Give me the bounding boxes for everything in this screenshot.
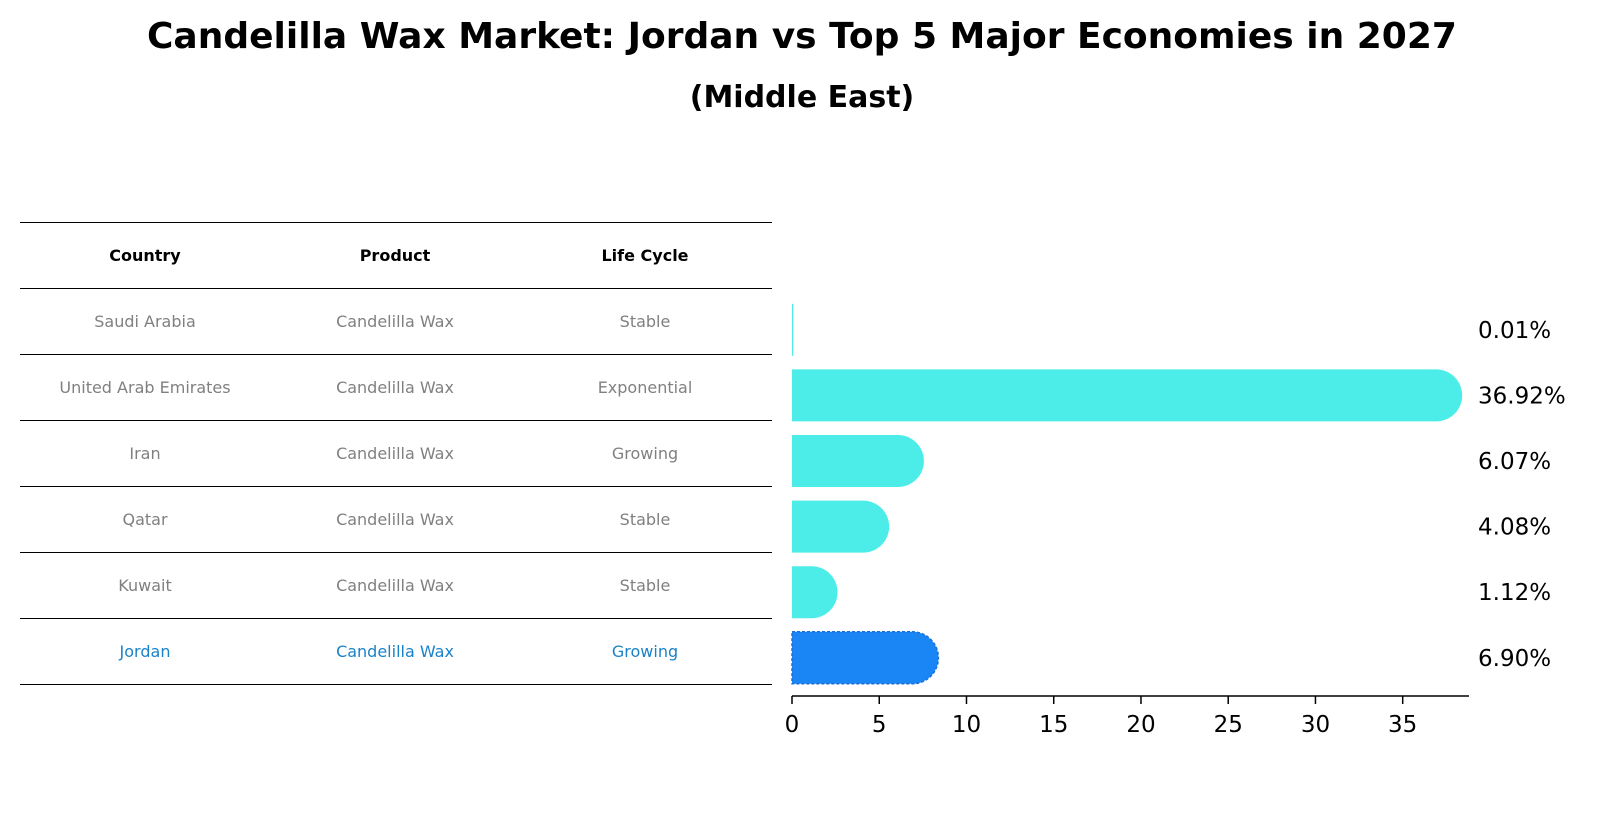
x-tick-label: 35: [1388, 712, 1417, 738]
table-row: United Arab Emirates Candelilla Wax Expo…: [20, 354, 772, 420]
data-label: 1.12%: [1478, 580, 1551, 606]
cell-product: Candelilla Wax: [336, 575, 454, 595]
table-rule: [20, 618, 772, 619]
table-rule: [20, 420, 772, 421]
table-rule: [20, 684, 772, 685]
cell-life-cycle: Exponential: [597, 377, 693, 397]
x-tick-label: 30: [1301, 712, 1330, 738]
table-row: Qatar Candelilla Wax Stable: [20, 486, 772, 552]
chart-subtitle: (Middle East): [689, 80, 915, 115]
x-tick-label: 10: [952, 712, 981, 738]
cell-product: Candelilla Wax: [336, 641, 454, 661]
table-row: Saudi Arabia Candelilla Wax Stable: [20, 288, 772, 354]
cell-country: Jordan: [119, 641, 171, 661]
data-label: 36.92%: [1478, 383, 1566, 409]
table-rule: [20, 288, 772, 289]
cell-life-cycle: Stable: [619, 575, 671, 595]
cell-product: Candelilla Wax: [336, 443, 454, 463]
data-label: 6.07%: [1478, 449, 1551, 475]
data-label: 6.90%: [1478, 646, 1551, 672]
cell-product: Candelilla Wax: [336, 377, 454, 397]
bar-highlighted: [791, 631, 940, 685]
x-tick-label: 0: [785, 712, 800, 738]
x-tick-label: 20: [1126, 712, 1155, 738]
table-row: Kuwait Candelilla Wax Stable: [20, 552, 772, 618]
chart-title: Candelilla Wax Market: Jordan vs Top 5 M…: [147, 16, 1457, 57]
header-life-cycle: Life Cycle: [601, 245, 689, 265]
cell-country: Kuwait: [118, 575, 172, 595]
table-rule: [20, 552, 772, 553]
x-tick-label: 5: [872, 712, 887, 738]
bar: [792, 303, 794, 356]
table-rule: [20, 486, 772, 487]
cell-life-cycle: Growing: [611, 641, 679, 661]
cell-life-cycle: Growing: [611, 443, 679, 463]
table-row: Iran Candelilla Wax Growing: [20, 420, 772, 486]
table-rule: [20, 354, 772, 355]
cell-country: Saudi Arabia: [94, 311, 196, 331]
x-tick-label: 15: [1039, 712, 1068, 738]
header-product: Product: [359, 245, 431, 265]
cell-life-cycle: Stable: [619, 311, 671, 331]
cell-product: Candelilla Wax: [336, 311, 454, 331]
data-label: 0.01%: [1478, 318, 1551, 344]
cell-country: Qatar: [122, 509, 168, 529]
cell-life-cycle: Stable: [619, 509, 671, 529]
header-country: Country: [109, 245, 181, 265]
x-tick-label: 25: [1214, 712, 1243, 738]
bar: [792, 500, 890, 553]
bar: [792, 435, 924, 487]
table-header-row: Country Product Life Cycle: [20, 222, 772, 288]
table-row-highlighted: Jordan Candelilla Wax Growing: [20, 618, 772, 684]
cell-country: United Arab Emirates: [59, 377, 231, 397]
cell-country: Iran: [129, 443, 161, 463]
bar: [792, 566, 838, 619]
table-rule: [20, 222, 772, 223]
bar: [792, 369, 1463, 422]
cell-product: Candelilla Wax: [336, 509, 454, 529]
data-label: 4.08%: [1478, 515, 1551, 541]
